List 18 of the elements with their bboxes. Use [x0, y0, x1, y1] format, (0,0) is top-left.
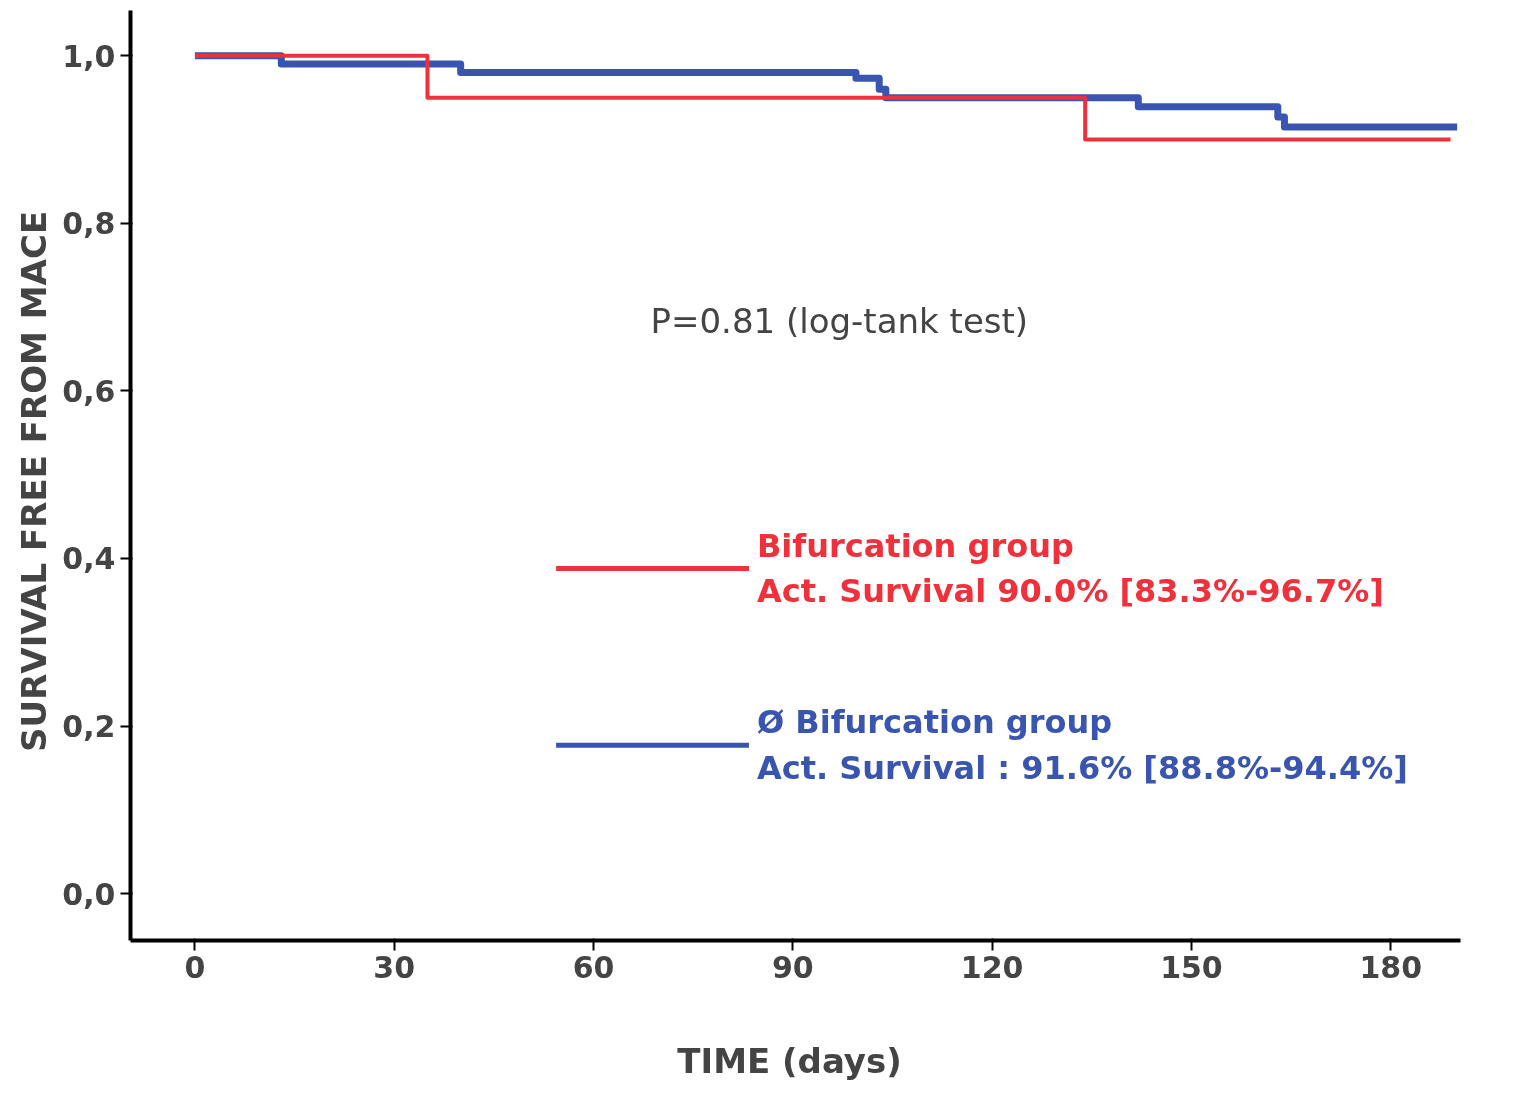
x-tick-label: 180	[1359, 949, 1423, 985]
y-tick-label: 0,2	[62, 709, 116, 745]
y-tick-label: 0,4	[62, 541, 116, 577]
x-tick-label: 60	[572, 949, 615, 985]
x-tick-label: 0	[184, 949, 206, 985]
y-tick-label: 0,8	[62, 206, 116, 242]
annotation: P=0.81 (log-tank test)	[650, 300, 1029, 341]
text: Bifurcation group Act. Survival 90.0% [83.3%-96.7%]	[756, 526, 1384, 611]
y-tick-label: 0,6	[62, 373, 116, 409]
x-tick-label: 90	[771, 949, 814, 985]
x-axis-title: TIME (days)	[677, 1040, 902, 1081]
y-tick-label: 1,0	[62, 38, 116, 74]
y-axis-title: SURVIVAL FREE FROM MACE	[14, 210, 55, 752]
x-tick-label: 30	[373, 949, 416, 985]
x-tick-label: 150	[1160, 949, 1223, 985]
text: Ø Bifurcation group Act. Survival : 91.6% [88.8%-94.4%]	[756, 703, 1408, 787]
y-tick-label: 0,0	[62, 876, 116, 912]
x-tick-label: 120	[960, 949, 1024, 985]
